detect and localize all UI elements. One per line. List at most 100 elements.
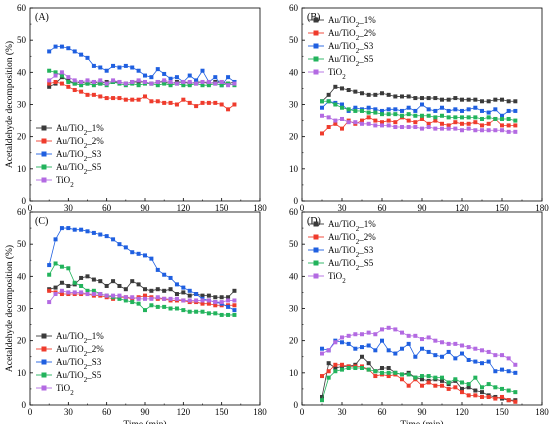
data-point-au-tio2-2 [473,120,478,125]
data-point-tio2 [406,333,411,338]
data-point-tio2 [130,295,135,300]
data-point-au-tio2-s5 [326,375,331,380]
x-tick-label: 0 [28,203,33,213]
series-line-au-tio2-2 [321,364,516,403]
data-point-au-tio2-s5 [480,116,484,121]
data-point-au-tio2-2 [360,118,364,123]
data-point-au-tio2-2 [320,374,324,379]
data-point-au-tio2-s3 [373,107,378,112]
data-point-au-tio2-s5 [123,298,128,303]
data-point-au-tio2-2 [446,123,451,128]
data-point-au-tio2-s3 [117,65,122,70]
data-point-au-tio2-2 [219,102,224,107]
data-point-au-tio2-s5 [353,108,358,113]
data-point-tio2 [426,125,431,130]
data-point-au-tio2-1 [143,287,147,292]
data-point-au-tio2-s5 [513,118,518,123]
data-point-au-tio2-s5 [333,102,338,107]
legend-label: TiO2 [56,383,74,397]
data-point-au-tio2-1 [513,99,518,104]
data-point-au-tio2-s5 [149,303,154,308]
data-point-tio2 [326,348,331,353]
y-tick-label: 50 [289,35,299,45]
data-point-au-tio2-s3 [360,345,364,350]
legend-label: Au/TiO2_S3 [328,245,374,259]
data-point-tio2 [85,292,90,297]
data-point-au-tio2-s5 [47,272,52,277]
data-point-au-tio2-s5 [413,375,418,380]
data-point-au-tio2-s3 [440,354,444,359]
data-point-au-tio2-s5 [219,83,224,88]
data-point-au-tio2-1 [473,388,478,393]
legend-label: Au/TiO2_2% [328,28,376,42]
data-point-au-tio2-2 [174,102,179,107]
legend-swatch-marker [313,273,319,279]
data-point-au-tio2-s3 [213,75,218,80]
data-point-au-tio2-1 [91,277,96,282]
data-point-tio2 [406,125,411,130]
data-point-au-tio2-1 [380,91,384,96]
y-tick-label: 0 [294,196,299,206]
data-point-au-tio2-s3 [194,292,199,297]
y-tick-label: 60 [17,3,27,13]
data-point-au-tio2-1 [373,92,378,97]
data-point-au-tio2-1 [386,92,391,97]
data-point-au-tio2-1 [59,280,64,285]
data-point-tio2 [226,83,231,88]
data-point-au-tio2-s3 [386,348,391,353]
data-point-tio2 [346,120,351,125]
data-point-au-tio2-s3 [413,108,418,113]
data-point-tio2 [373,332,378,337]
data-point-tio2 [453,341,458,346]
data-point-au-tio2-1 [104,283,109,288]
data-point-au-tio2-2 [143,293,147,298]
data-point-au-tio2-s3 [406,105,411,110]
data-point-tio2 [200,298,205,303]
data-point-au-tio2-2 [480,394,484,399]
x-tick-label: 180 [253,203,267,213]
data-point-au-tio2-s3 [91,230,96,235]
panel-letter: (C) [35,216,48,227]
data-point-tio2 [386,123,391,128]
data-point-au-tio2-2 [500,394,504,399]
data-point-au-tio2-s3 [353,105,358,110]
data-point-au-tio2-1 [380,366,384,371]
y-tick-label: 10 [289,164,299,174]
data-point-tio2 [413,333,418,338]
data-point-au-tio2-s3 [194,78,199,83]
x-tick-label: 90 [418,407,428,417]
data-point-tio2 [187,298,192,303]
data-point-au-tio2-s5 [353,366,358,371]
data-point-au-tio2-2 [380,120,384,125]
data-point-au-tio2-2 [486,394,491,399]
data-point-au-tio2-s3 [226,304,231,309]
data-point-au-tio2-1 [486,99,491,104]
data-point-au-tio2-2 [386,118,391,123]
data-point-au-tio2-s3 [104,68,109,73]
data-point-au-tio2-s5 [66,266,71,271]
data-point-au-tio2-s5 [493,116,498,121]
data-point-au-tio2-s3 [473,105,478,110]
data-point-au-tio2-s3 [446,108,451,113]
data-point-tio2 [500,353,504,358]
series-line-tio2 [321,327,516,366]
data-point-au-tio2-1 [117,283,122,288]
data-point-au-tio2-s3 [91,63,96,68]
data-point-tio2 [85,78,90,83]
data-point-tio2 [47,78,52,83]
data-point-au-tio2-1 [130,279,135,284]
data-point-tio2 [360,121,364,126]
legend-label: Au/TiO2_2% [56,136,104,150]
legend-swatch-marker [313,247,319,253]
data-point-au-tio2-2 [149,99,154,104]
data-point-au-tio2-s3 [136,251,141,256]
data-point-au-tio2-1 [226,295,231,300]
data-point-tio2 [440,340,444,345]
data-point-au-tio2-s3 [232,308,237,313]
data-point-tio2 [117,79,122,84]
data-point-au-tio2-s3 [174,282,179,287]
data-point-tio2 [493,353,498,358]
data-point-tio2 [143,79,147,84]
